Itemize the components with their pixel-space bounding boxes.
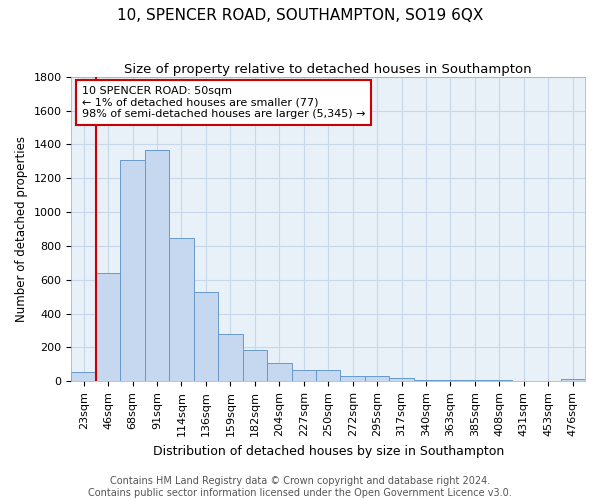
Title: Size of property relative to detached houses in Southampton: Size of property relative to detached ho… xyxy=(124,62,532,76)
Bar xyxy=(218,334,242,382)
Bar xyxy=(389,378,414,382)
Bar xyxy=(365,376,389,382)
Bar xyxy=(560,379,585,382)
Bar xyxy=(340,376,365,382)
Y-axis label: Number of detached properties: Number of detached properties xyxy=(15,136,28,322)
X-axis label: Distribution of detached houses by size in Southampton: Distribution of detached houses by size … xyxy=(152,444,504,458)
Bar xyxy=(414,380,438,382)
Text: Contains HM Land Registry data © Crown copyright and database right 2024.
Contai: Contains HM Land Registry data © Crown c… xyxy=(88,476,512,498)
Bar xyxy=(536,381,560,382)
Text: 10, SPENCER ROAD, SOUTHAMPTON, SO19 6QX: 10, SPENCER ROAD, SOUTHAMPTON, SO19 6QX xyxy=(117,8,483,22)
Bar xyxy=(242,350,267,382)
Bar xyxy=(121,160,145,382)
Bar xyxy=(96,273,121,382)
Bar xyxy=(71,372,96,382)
Bar xyxy=(292,370,316,382)
Bar xyxy=(512,381,536,382)
Bar xyxy=(463,380,487,382)
Bar xyxy=(487,380,512,382)
Text: 10 SPENCER ROAD: 50sqm
← 1% of detached houses are smaller (77)
98% of semi-deta: 10 SPENCER ROAD: 50sqm ← 1% of detached … xyxy=(82,86,365,119)
Bar xyxy=(145,150,169,382)
Bar xyxy=(194,292,218,382)
Bar xyxy=(267,362,292,382)
Bar xyxy=(316,370,340,382)
Bar xyxy=(438,380,463,382)
Bar xyxy=(169,238,194,382)
